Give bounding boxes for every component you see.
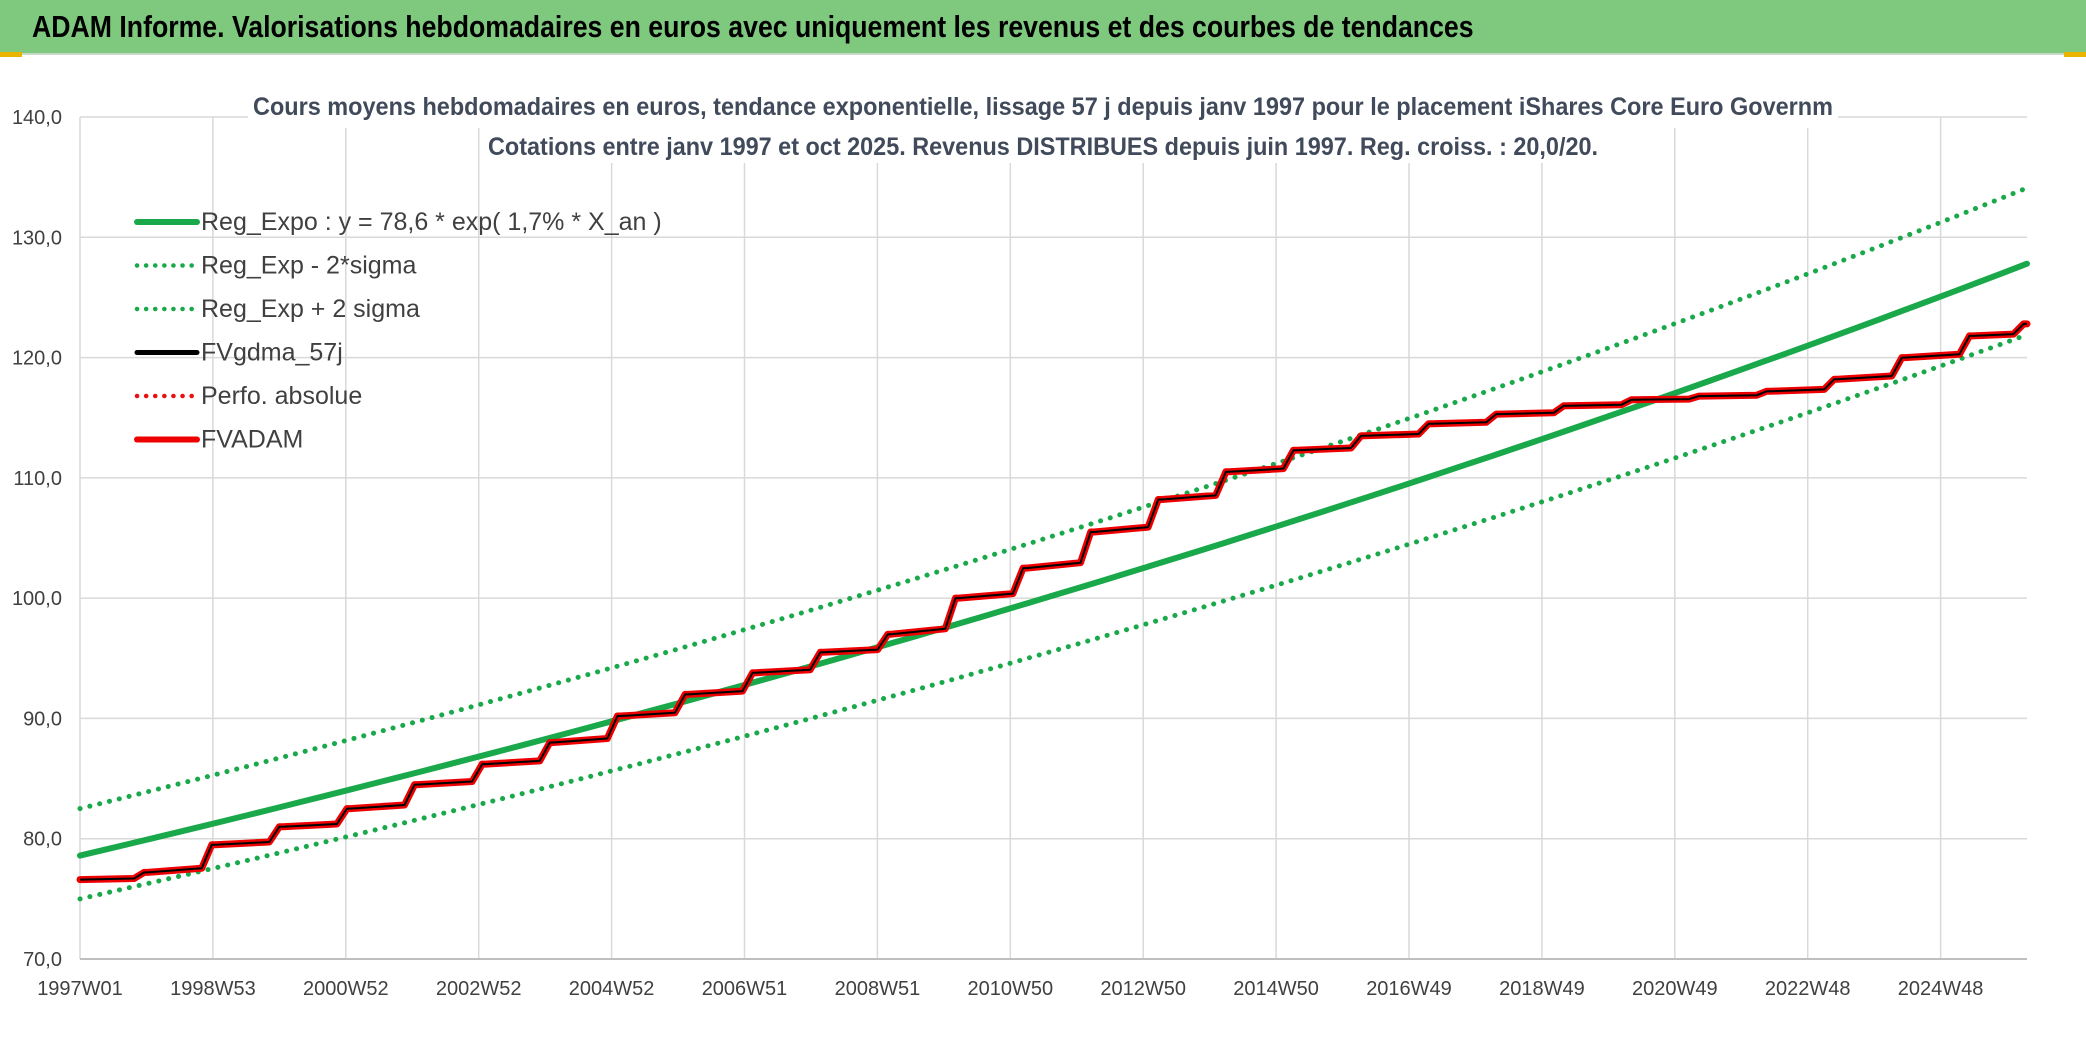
y-tick-label: 90,0 (23, 708, 62, 730)
y-tick-label: 120,0 (12, 348, 62, 370)
line-chart: 70,0 80,0 90,0 100,0 110,0 120,0 130,0 140,0 19… (0, 57, 2086, 1037)
y-tick-label: 110,0 (13, 468, 62, 490)
series-line-0 (77, 260, 2030, 859)
series-line-2 (77, 185, 2030, 812)
chart-frame: 70,0 80,0 90,0 100,0 110,0 120,0 130,0 140,0 19… (0, 57, 2086, 1037)
legend-label: Perfo. absolue (201, 382, 362, 410)
x-tick-label: 2008W51 (835, 978, 921, 1000)
y-axis-ticks: 70,0 80,0 90,0 100,0 110,0 120,0 130,0 140,0 (12, 107, 62, 971)
series-line-gdma-overlay (79, 322, 2027, 881)
chart-title-line2: Cotations entre janv 1997 et oct 2025. R… (488, 133, 1598, 161)
legend-label: Reg_Exp - 2*sigma (201, 252, 416, 280)
y-tick-label: 70,0 (23, 949, 62, 971)
x-tick-label: 2002W52 (436, 978, 522, 1000)
x-tick-label: 2022W48 (1765, 978, 1851, 1000)
y-tick-label: 130,0 (12, 227, 62, 249)
legend-label: FVgdma_57j (201, 339, 343, 367)
x-tick-label: 1997W01 (37, 978, 123, 1000)
x-tick-label: 2014W50 (1233, 978, 1319, 1000)
y-tick-label: 100,0 (12, 588, 62, 610)
chart-background (0, 57, 2086, 1037)
legend-label: FVADAM (201, 426, 303, 454)
series-line-1 (77, 332, 2030, 902)
page-title: ADAM Informe. Valorisations hebdomadaire… (32, 9, 1474, 44)
grid-lines (79, 116, 2027, 960)
x-axis-ticks: 1997W01 1998W53 2000W52 2002W52 2004W52 2006W… (37, 978, 1983, 1000)
x-tick-label: 2018W49 (1499, 978, 1585, 1000)
x-tick-label: 2024W48 (1898, 978, 1984, 1000)
legend: Reg_Expo : y = 78,6 * exp( 1,7% * X_an )… (134, 208, 662, 454)
subtitle-backdrop-1 (248, 92, 1838, 128)
corner-marker-left (0, 52, 22, 59)
legend-label: Reg_Exp + 2 sigma (201, 295, 420, 323)
series-lines (76, 185, 2031, 902)
x-tick-label: 2004W52 (569, 978, 655, 1000)
legend-label: Reg_Expo : y = 78,6 * exp( 1,7% * X_an ) (201, 208, 662, 236)
x-tick-label: 2012W50 (1100, 978, 1186, 1000)
x-tick-label: 2010W50 (967, 978, 1053, 1000)
x-tick-label: 1998W53 (170, 978, 256, 1000)
x-tick-label: 2006W51 (702, 978, 788, 1000)
x-tick-label: 2016W49 (1366, 978, 1452, 1000)
y-tick-label: 140,0 (12, 107, 62, 129)
subtitle-backdrop-2 (480, 127, 1610, 163)
header-banner: ADAM Informe. Valorisations hebdomadaire… (0, 0, 2086, 55)
corner-marker-right (2064, 52, 2086, 59)
x-tick-label: 2000W52 (303, 978, 389, 1000)
chart-title-line1: Cours moyens hebdomadaires en euros, ten… (253, 93, 1833, 121)
x-tick-label: 2020W49 (1632, 978, 1718, 1000)
y-tick-label: 80,0 (23, 829, 62, 851)
